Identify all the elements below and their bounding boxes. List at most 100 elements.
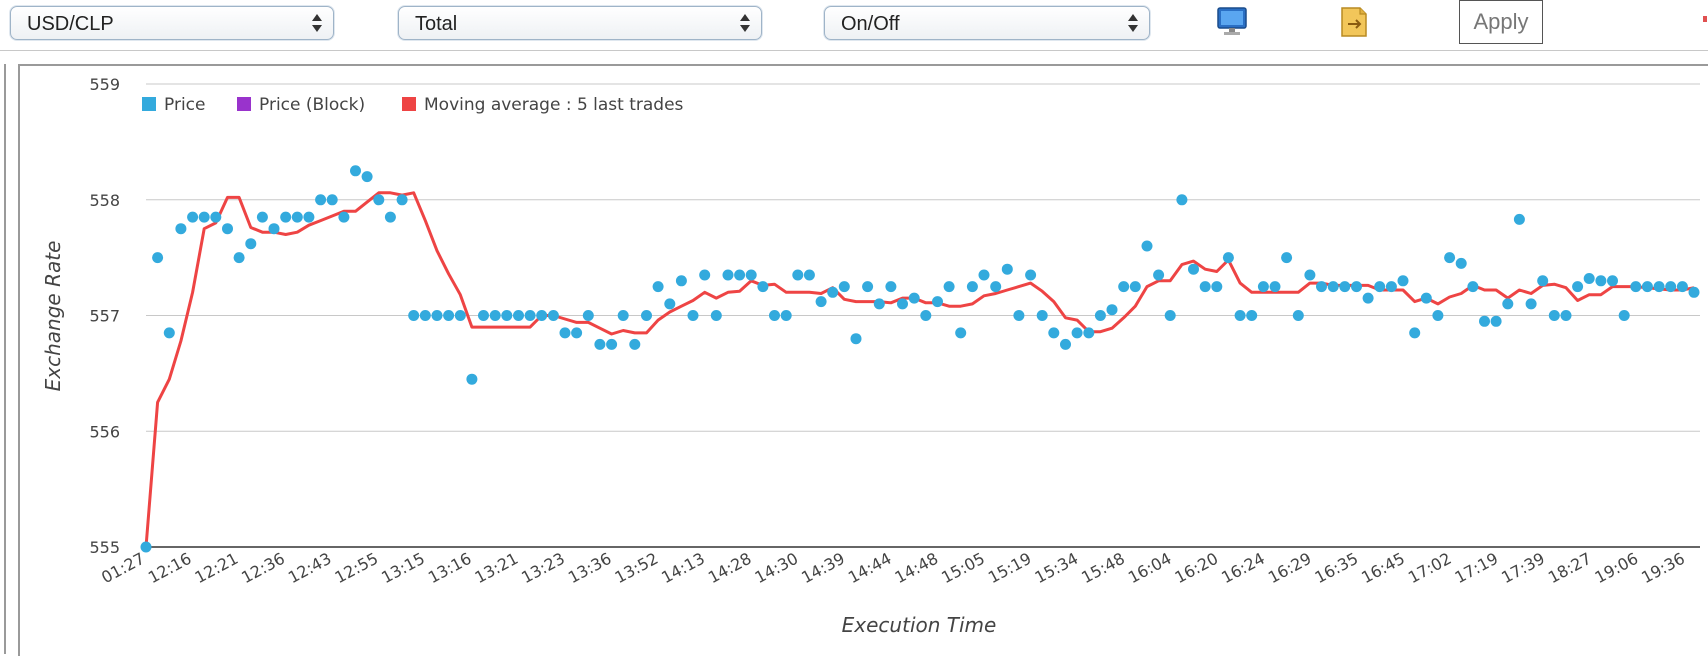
x-tick-label: 15:05 [938, 549, 988, 587]
x-tick-label: 12:43 [285, 549, 335, 587]
price-point [943, 281, 955, 293]
x-tick-label: 14:39 [798, 549, 848, 587]
price-point [338, 211, 350, 223]
price-point [1071, 327, 1083, 339]
price-point [1676, 281, 1688, 293]
price-point [1397, 275, 1409, 287]
price-point [1176, 194, 1188, 206]
price-point [384, 211, 396, 223]
price-point [1653, 281, 1665, 293]
price-point [1641, 281, 1653, 293]
price-point [1595, 275, 1607, 287]
price-point [582, 310, 594, 321]
price-point [1618, 310, 1630, 321]
price-point [1118, 281, 1130, 293]
price-point [501, 310, 513, 321]
price-point [617, 310, 629, 321]
price-point [1316, 281, 1327, 293]
x-tick-label: 14:48 [892, 549, 942, 587]
price-point [1630, 281, 1642, 293]
price-point [1420, 292, 1432, 304]
x-tick-label: 16:24 [1218, 549, 1268, 587]
x-tick-label: 14:13 [658, 549, 708, 587]
legend-swatch [142, 97, 156, 111]
price-point [745, 269, 757, 281]
apply-button[interactable]: Apply [1459, 0, 1543, 44]
price-point [955, 327, 967, 339]
price-point [245, 238, 257, 250]
legend-label: Price [164, 95, 205, 115]
x-tick-label: 13:52 [612, 549, 662, 587]
x-tick-label: 16:45 [1358, 549, 1408, 587]
price-point [1548, 310, 1560, 321]
toggle-select[interactable]: On/Off [824, 6, 1150, 40]
price-point [664, 298, 676, 310]
price-point [163, 327, 175, 339]
chart-frame [18, 64, 1708, 656]
currency-pair-select[interactable]: USD/CLP [10, 6, 334, 40]
x-tick-label: 16:04 [1125, 549, 1175, 587]
x-tick-label: 18:27 [1545, 549, 1595, 587]
price-point [431, 310, 443, 321]
price-point [361, 171, 373, 183]
price-point [443, 310, 455, 321]
legend-label: Price (Block) [259, 95, 365, 115]
price-point [1351, 281, 1362, 293]
export-icon[interactable] [1336, 4, 1372, 40]
x-tick-label: 14:30 [752, 549, 802, 587]
price-point [1094, 310, 1106, 321]
price-point [629, 338, 641, 350]
price-point [769, 310, 780, 321]
price-point [675, 275, 687, 287]
x-tick-label: 16:35 [1312, 549, 1362, 587]
price-point [152, 252, 164, 264]
select-arrows-icon [1128, 14, 1138, 32]
toolbar: USD/CLP Total On/Off Apply [0, 0, 1708, 51]
currency-pair-value: USD/CLP [27, 13, 114, 35]
price-point [1374, 281, 1386, 293]
price-point [1246, 310, 1258, 321]
price-point [1339, 281, 1351, 293]
price-point [990, 281, 1002, 293]
price-point [1199, 281, 1211, 293]
price-point [478, 310, 489, 321]
select-arrows-icon [740, 14, 750, 32]
price-point [1141, 240, 1153, 252]
price-point [932, 296, 943, 308]
price-point [1083, 327, 1095, 339]
y-axis-label: Exchange Rate [41, 241, 65, 392]
price-point [1502, 298, 1514, 310]
moving-average-line [144, 191, 1695, 548]
price-point [350, 165, 361, 177]
price-point [1583, 273, 1595, 284]
price-point [803, 269, 815, 281]
price-point [1304, 269, 1316, 281]
toggle-value: On/Off [841, 13, 900, 35]
price-point [524, 310, 536, 321]
price-point [897, 298, 908, 310]
price-point [1572, 281, 1584, 293]
price-point [1106, 304, 1118, 316]
price-point [1211, 281, 1223, 293]
volume-mode-select[interactable]: Total [398, 6, 762, 40]
price-point [734, 269, 746, 281]
legend: Price Price (Block) Moving average : 5 las… [142, 95, 684, 115]
y-tick-label: 558 [89, 191, 120, 210]
price-point [1513, 213, 1525, 225]
moving-average-series [144, 191, 1695, 548]
price-point [1153, 269, 1165, 281]
x-tick-label: 15:34 [1032, 549, 1082, 587]
monitor-icon[interactable] [1214, 4, 1250, 40]
price-point [198, 211, 210, 223]
price-point [873, 298, 885, 310]
price-point [838, 281, 850, 293]
price-point [1560, 310, 1572, 321]
price-point [268, 223, 280, 235]
legend-label: Moving average : 5 last trades [424, 95, 684, 115]
legend-swatch [402, 97, 416, 111]
price-point [594, 338, 606, 350]
price-point [1013, 310, 1025, 321]
x-tick-label: 16:20 [1172, 549, 1222, 587]
price-point [920, 310, 932, 321]
price-point [862, 281, 874, 293]
